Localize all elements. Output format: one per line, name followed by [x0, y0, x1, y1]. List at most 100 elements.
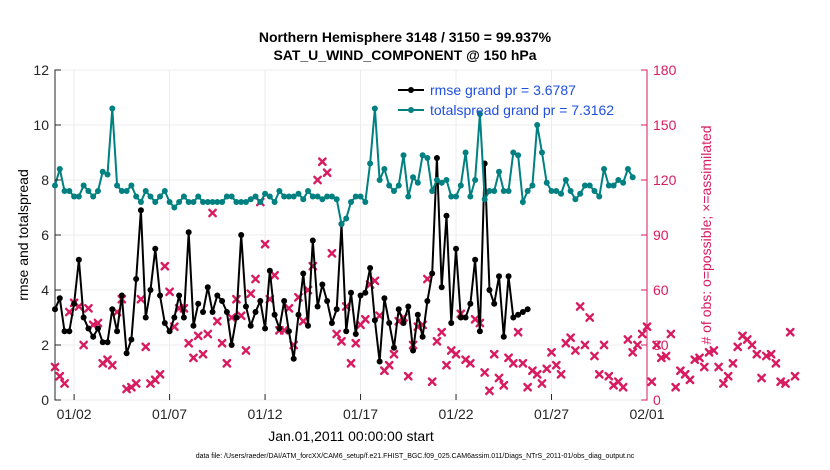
totalspread-point [362, 199, 369, 205]
rmse-point [348, 289, 354, 296]
obs-assimilated-marker [513, 327, 523, 337]
totalspread-point [515, 152, 522, 159]
chart-title-line1: Northern Hemisphere 3148 / 3150 = 99.937… [259, 29, 552, 45]
obs-assimilated-marker [518, 358, 528, 368]
totalspread-point [543, 179, 550, 186]
obs-assimilated-marker [84, 303, 93, 313]
rmse-point [400, 320, 407, 326]
obs-assimilated-marker [227, 313, 237, 322]
obs-assimilated-marker [136, 294, 146, 304]
obs-assimilated-marker [652, 340, 661, 350]
obs-assimilated-marker [580, 340, 590, 350]
totalspread-point [166, 199, 173, 205]
obs-assimilated-marker [566, 333, 576, 343]
obs-assimilated-marker [499, 380, 509, 390]
obs-assimilated-marker [594, 369, 604, 379]
obs-assimilated-marker [313, 175, 322, 185]
obs-assimilated-marker [198, 349, 208, 359]
rmse-point [262, 325, 269, 332]
rmse-point [247, 322, 254, 329]
totalspread-point [605, 182, 612, 189]
totalspread-point [524, 188, 531, 194]
rmse-point [419, 333, 426, 340]
totalspread-point [137, 199, 144, 205]
rmse-point [472, 256, 479, 263]
totalspread-point [276, 188, 283, 194]
obs-assimilated-marker [432, 336, 442, 346]
totalspread-point [476, 111, 483, 117]
obs-assimilated-marker [599, 340, 609, 350]
totalspread-point [309, 193, 316, 200]
obs-assimilated-marker [351, 338, 361, 348]
rmse-point [443, 212, 450, 219]
totalspread-point [429, 188, 436, 194]
rmse-point [257, 298, 264, 304]
totalspread-point [615, 177, 622, 183]
y-right-tick-label: 180 [653, 62, 677, 78]
obs-assimilated-marker [337, 336, 346, 346]
rmse-point [128, 336, 135, 343]
totalspread-point [262, 190, 269, 197]
totalspread-point [529, 182, 536, 189]
line-series-group [52, 105, 636, 365]
totalspread-point [85, 188, 92, 194]
totalspread-point [558, 190, 565, 197]
rmse-point [300, 270, 307, 277]
totalspread-point [66, 188, 73, 194]
obs-assimilated-marker [93, 318, 103, 328]
rmse-point [367, 265, 374, 271]
rmse-point [486, 287, 493, 293]
totalspread-point [424, 155, 431, 161]
totalspread-point [400, 152, 407, 159]
rmse-point [233, 314, 240, 321]
rmse-point [343, 328, 350, 335]
obs-assimilated-marker [193, 331, 203, 341]
rmse-point [90, 333, 97, 340]
rmse-point [71, 300, 78, 307]
obs-assimilated-marker [403, 371, 413, 381]
obs-assimilated-marker [494, 373, 504, 383]
rmse-point [161, 320, 168, 326]
rmse-point [457, 314, 464, 321]
totalspread-point [414, 179, 421, 186]
totalspread-point [481, 196, 488, 203]
obs-assimilated-marker [537, 379, 547, 388]
totalspread-point [453, 193, 460, 200]
rmse-point [424, 298, 431, 304]
totalspread-point [596, 193, 603, 200]
totalspread-point [247, 196, 254, 203]
obs-assimilated-marker [671, 382, 681, 392]
rmse-point [476, 328, 483, 335]
rmse-point [223, 309, 230, 315]
totalspread-point [161, 188, 168, 194]
totalspread-point [562, 177, 569, 183]
rmse-point [414, 311, 421, 318]
obs-assimilated-marker [217, 338, 227, 348]
rmse-point [195, 300, 202, 307]
totalspread-point [390, 188, 397, 194]
totalspread-point [142, 188, 149, 194]
rmse-point [142, 314, 149, 321]
totalspread-point [405, 193, 412, 200]
rmse-point [328, 320, 335, 326]
rmse-point [52, 306, 58, 313]
y-left-tick-label: 6 [41, 227, 49, 243]
totalspread-point [610, 182, 617, 189]
rmse-point [204, 284, 211, 291]
totalspread-point [538, 149, 545, 156]
totalspread-point [338, 221, 345, 227]
obs-assimilated-marker [50, 362, 60, 372]
rmse-point [381, 295, 388, 302]
y-left-tick-label: 0 [41, 392, 49, 408]
totalspread-point [266, 193, 273, 200]
rmse-point [390, 344, 397, 351]
totalspread-point [553, 188, 560, 194]
rmse-point [75, 256, 82, 263]
obs-assimilated-marker [714, 362, 724, 372]
obs-assimilated-marker [79, 340, 89, 350]
obs-assimilated-marker [107, 360, 117, 370]
totalspread-point [462, 149, 469, 156]
x-axis: 01/02 01/07 01/12 01/17 01/22 01/27 02/01 [57, 394, 665, 422]
totalspread-point [252, 193, 259, 200]
totalspread-point [271, 199, 278, 205]
